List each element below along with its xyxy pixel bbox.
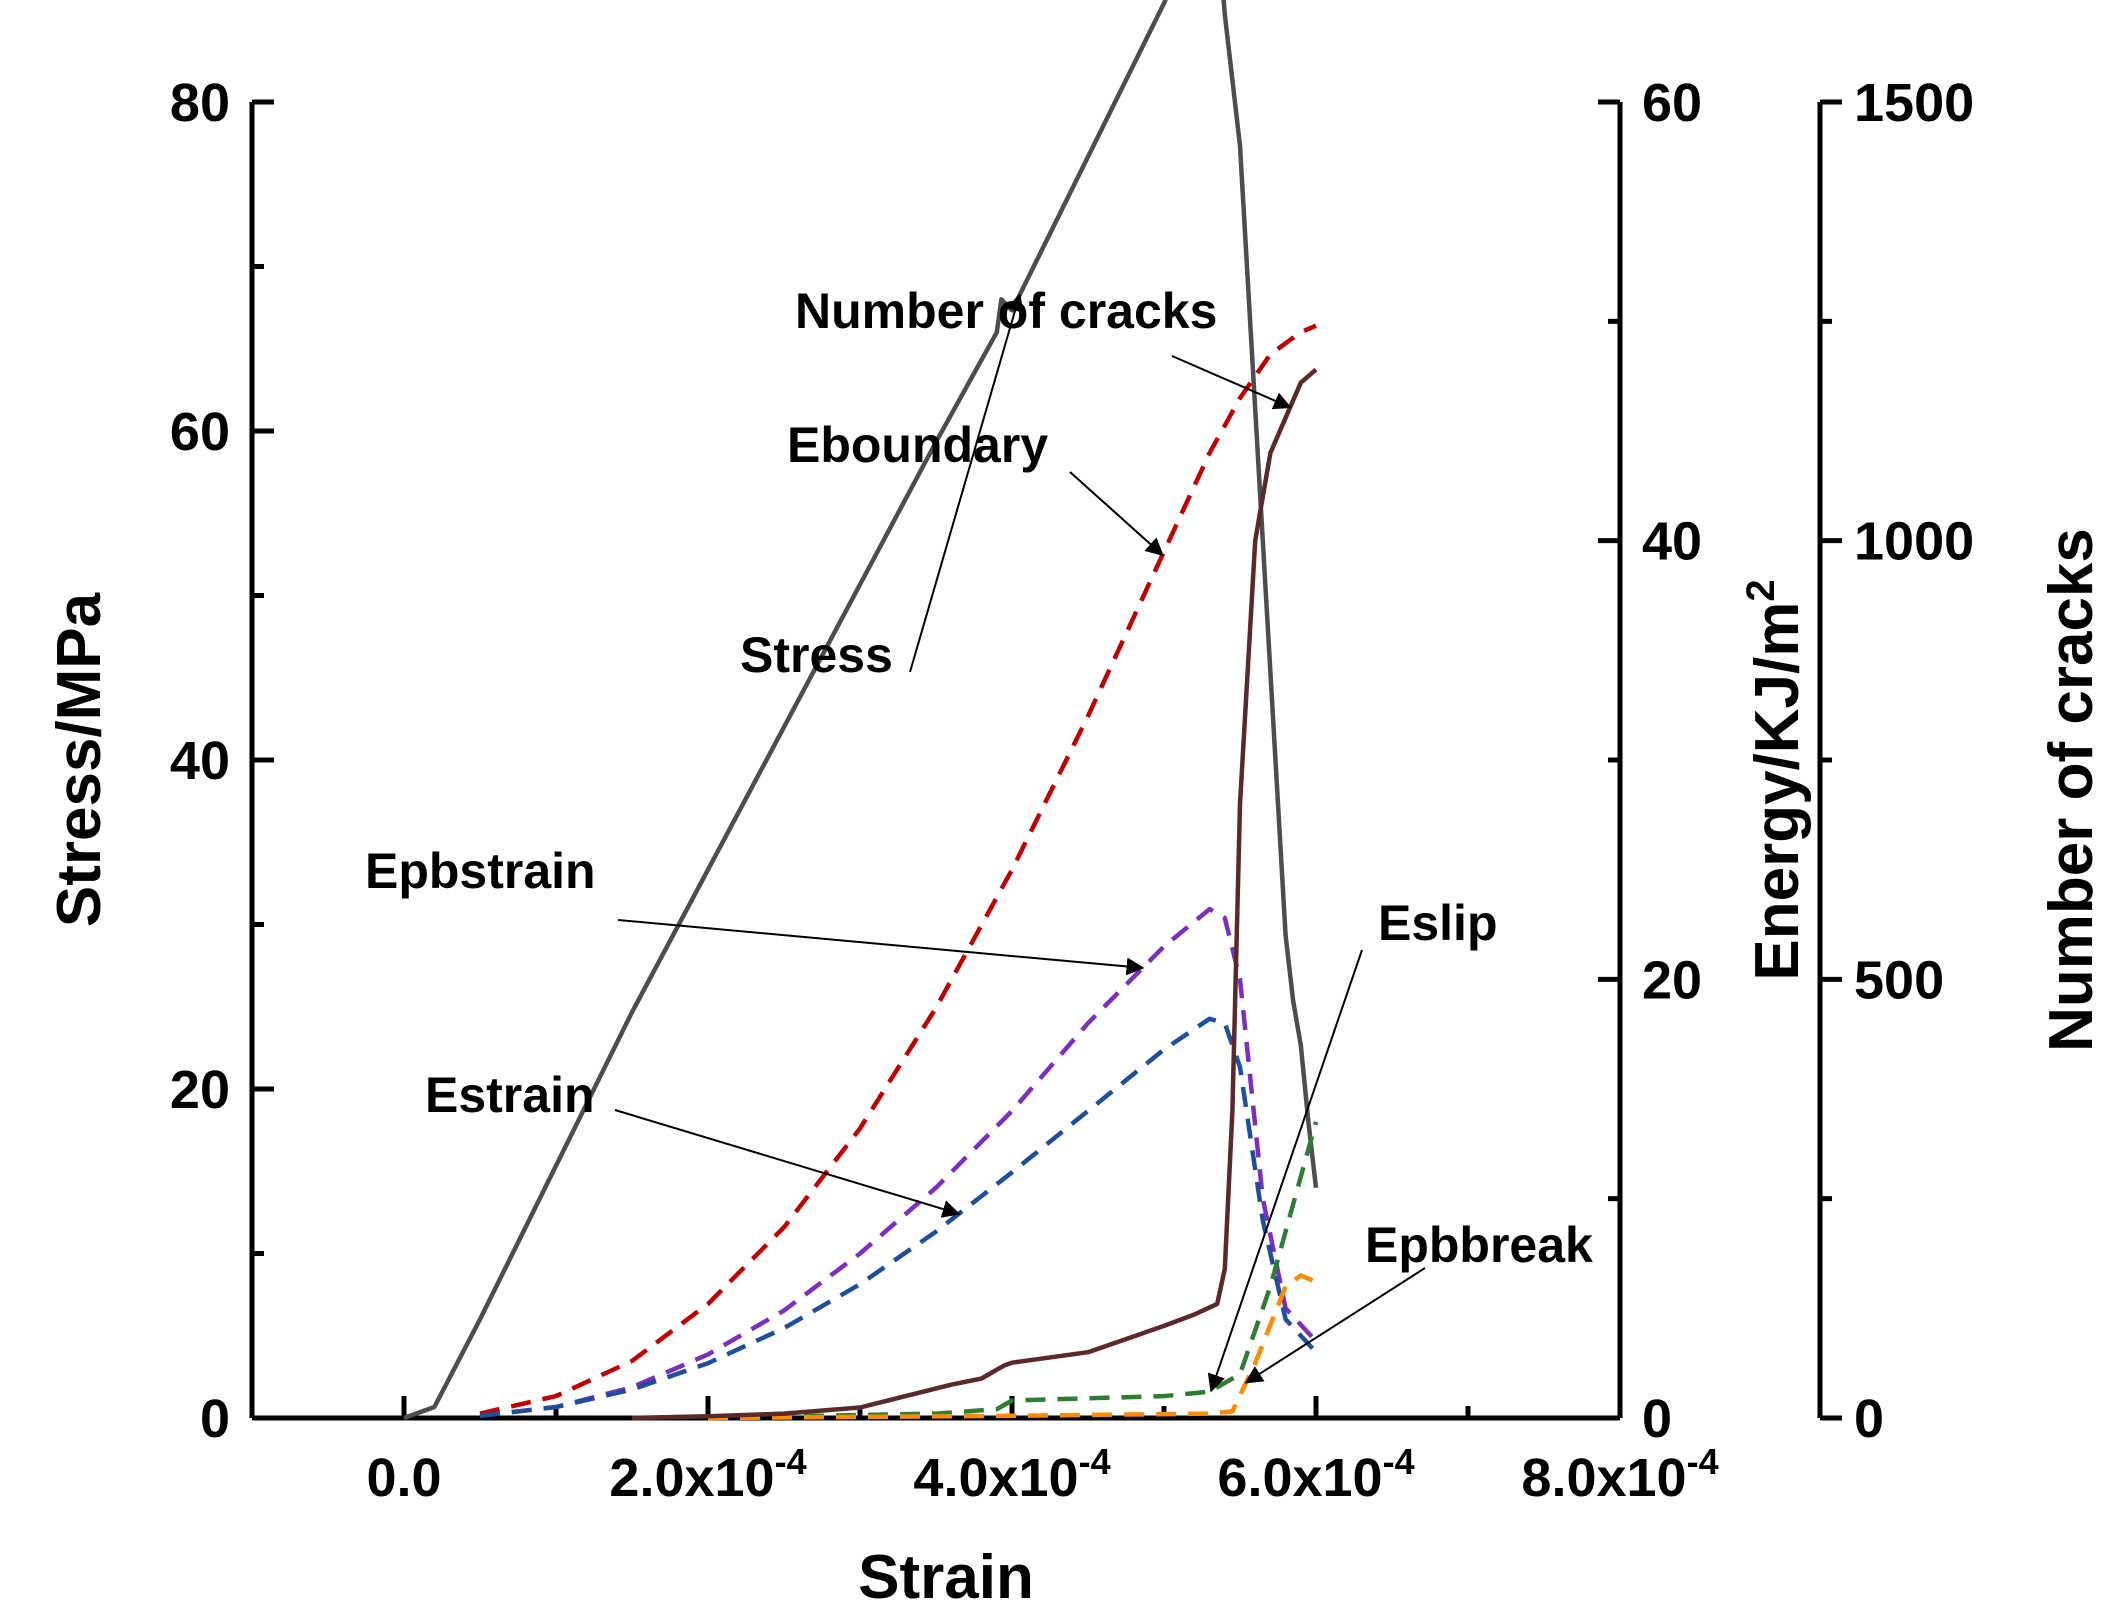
y2-tick-label: 0 bbox=[1642, 1389, 1672, 1449]
series-eboundary-line bbox=[479, 323, 1317, 1416]
series-number-of-cracks-line bbox=[631, 367, 1318, 1421]
y3-tick-label: 1000 bbox=[1854, 512, 1974, 572]
annotation-estrain: Estrain bbox=[425, 1067, 595, 1123]
x-axis-title: Strain bbox=[858, 1543, 1034, 1612]
annotation-eboundary: Eboundary bbox=[787, 417, 1048, 473]
y-tick-label: 0 bbox=[200, 1389, 230, 1449]
ticks: 0.0 2.0x10-4 4.0x10-4 6.0x10-4 8.0x10-402040… bbox=[170, 73, 1974, 1508]
annotation-arrow-estrain bbox=[614, 1109, 961, 1218]
y2-tick-label: 40 bbox=[1642, 512, 1702, 572]
annotation-arrow-epbstrain bbox=[617, 919, 1145, 976]
series-estrain-line bbox=[479, 1016, 1318, 1419]
annotation-arrow-epbbreak bbox=[1244, 1267, 1426, 1384]
x-tick-label: 8.0x10-4 bbox=[1521, 1441, 1718, 1508]
axes: Strain Stress/MPa Energy/KJ/m2 Number of cr… bbox=[45, 102, 2106, 1612]
series-epbbreak-line bbox=[707, 1273, 1317, 1421]
x-tick-label: 2.0x10-4 bbox=[609, 1441, 806, 1508]
x-tick-label: 4.0x10-4 bbox=[913, 1441, 1110, 1508]
x-tick-label: 0.0 bbox=[366, 1448, 441, 1508]
annotation-arrow-eslip bbox=[1207, 949, 1363, 1393]
y-axis-title: Stress/MPa bbox=[45, 592, 114, 927]
series-layer bbox=[403, 0, 1319, 1421]
y3-axis-title: Number of cracks bbox=[2037, 528, 2106, 1052]
y-tick-label: 60 bbox=[170, 402, 230, 462]
y3-tick-label: 0 bbox=[1854, 1389, 1884, 1449]
annotation-arrow-number-of-cracks bbox=[1171, 355, 1292, 410]
y-tick-label: 20 bbox=[170, 1060, 230, 1120]
y-tick-label: 40 bbox=[170, 731, 230, 791]
annotation-epbbreak: Epbbreak bbox=[1365, 1217, 1593, 1273]
annotation-eslip: Eslip bbox=[1378, 895, 1497, 951]
annotation-number-of-cracks: Number of cracks bbox=[795, 283, 1217, 339]
annotations: Number of cracks Eboundary Stress Epbstrain… bbox=[365, 283, 1593, 1393]
series-stress-line bbox=[403, 0, 1319, 1421]
y2-tick-label: 20 bbox=[1642, 950, 1702, 1010]
y3-tick-label: 1500 bbox=[1854, 73, 1974, 133]
series-eslip-line bbox=[707, 1121, 1319, 1421]
annotation-stress: Stress bbox=[740, 627, 893, 683]
x-tick-label: 6.0x10-4 bbox=[1217, 1441, 1414, 1508]
annotation-arrow-eboundary bbox=[1069, 471, 1164, 557]
y2-tick-label: 60 bbox=[1642, 73, 1702, 133]
annotation-arrow-stress bbox=[909, 293, 1024, 673]
y3-tick-label: 500 bbox=[1854, 950, 1944, 1010]
y-tick-label: 80 bbox=[170, 73, 230, 133]
annotation-epbstrain: Epbstrain bbox=[365, 843, 596, 899]
y2-axis-title: Energy/KJ/m2 bbox=[1739, 579, 1812, 980]
series-epbstrain-line bbox=[479, 906, 1318, 1419]
